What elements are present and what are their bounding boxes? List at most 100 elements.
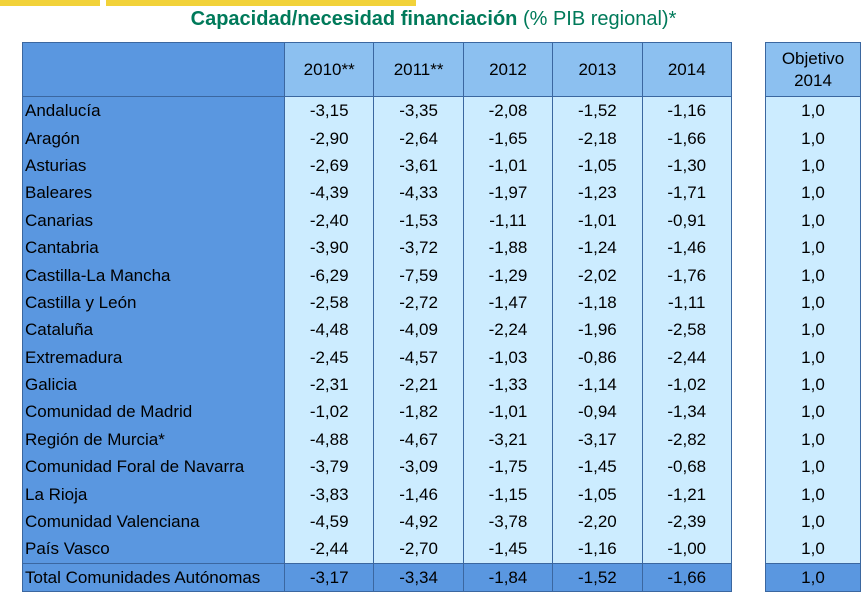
- value-cell: -2,90: [283, 124, 375, 152]
- header-2010: 2010**: [283, 42, 375, 97]
- value-cell: -1,76: [641, 261, 732, 289]
- value-cell: -3,21: [462, 425, 554, 454]
- value-cell: -1,02: [283, 398, 375, 426]
- header-2012: 2012: [462, 42, 554, 97]
- target-cell: 1,0: [765, 151, 861, 180]
- value-cell: -2,64: [373, 124, 464, 152]
- table-row: Comunidad Valenciana -4,59 -4,92 -3,78 -2,20…: [22, 507, 732, 536]
- accent-bar-left: [0, 0, 100, 6]
- value-cell: -1,16: [641, 96, 732, 125]
- value-cell: -4,92: [373, 507, 464, 536]
- value-cell: -1,75: [462, 453, 554, 481]
- value-cell: -1,18: [552, 288, 643, 317]
- value-cell: -0,94: [552, 398, 643, 426]
- total-row: Total Comunidades Autónomas -3,17 -3,34 -1,…: [22, 562, 732, 593]
- target-cell: 1,0: [765, 453, 861, 481]
- value-cell: -1,52: [552, 96, 643, 125]
- value-cell: -3,83: [283, 480, 375, 508]
- value-cell: -2,70: [373, 535, 464, 564]
- table-row: Castilla y León -2,58 -2,72 -1,47 -1,18 -1,11: [22, 288, 732, 317]
- value-cell: -4,33: [373, 179, 464, 207]
- target-cell: 1,0: [765, 233, 861, 262]
- value-cell: -3,78: [462, 507, 554, 536]
- region-name: Canarias: [22, 206, 285, 234]
- target-cell: 1,0: [765, 370, 861, 399]
- value-cell: -3,09: [373, 453, 464, 481]
- target-header-line2: 2014: [794, 70, 832, 90]
- target-table: Objetivo 2014 1,0 1,0 1,0 1,0 1,0 1,0 1,0 1,0 1,0…: [765, 42, 861, 593]
- region-name: La Rioja: [22, 480, 285, 508]
- target-cell: 1,0: [765, 288, 861, 317]
- target-row: 1,0: [765, 535, 861, 564]
- value-cell: -2,21: [373, 370, 464, 399]
- target-row: 1,0: [765, 343, 861, 371]
- value-cell: -1,33: [462, 370, 554, 399]
- header-2014: 2014: [641, 42, 732, 97]
- value-cell: -2,72: [373, 288, 464, 317]
- target-cell: 1,0: [765, 425, 861, 454]
- value-cell: -1,66: [641, 124, 732, 152]
- value-cell: -3,90: [283, 233, 375, 262]
- value-cell: -2,58: [283, 288, 375, 317]
- region-name: Cantabria: [22, 233, 285, 262]
- table-row: Asturias -2,69 -3,61 -1,01 -1,05 -1,30: [22, 151, 732, 180]
- target-row: 1,0: [765, 316, 861, 344]
- value-cell: -1,24: [552, 233, 643, 262]
- value-cell: -3,34: [373, 562, 464, 593]
- value-cell: -4,59: [283, 507, 375, 536]
- target-cell: 1,0: [765, 398, 861, 426]
- header-region: [22, 42, 285, 97]
- title-subtitle: (% PIB regional)*: [517, 8, 677, 30]
- target-row: 1,0: [765, 206, 861, 234]
- target-row: 1,0: [765, 151, 861, 180]
- value-cell: -2,45: [283, 343, 375, 371]
- value-cell: -2,31: [283, 370, 375, 399]
- table-row: País Vasco -2,44 -2,70 -1,45 -1,16 -1,00: [22, 535, 732, 564]
- region-name: Región de Murcia*: [22, 425, 285, 454]
- target-row: 1,0: [765, 480, 861, 508]
- table-row: Andalucía -3,15 -3,35 -2,08 -1,52 -1,16: [22, 96, 732, 125]
- value-cell: -1,96: [552, 316, 643, 344]
- region-name: Galicia: [22, 370, 285, 399]
- value-cell: -3,61: [373, 151, 464, 180]
- target-total-row: 1,0: [765, 562, 861, 593]
- value-cell: -1,05: [552, 480, 643, 508]
- value-cell: -1,66: [641, 562, 732, 593]
- title-main: Capacidad/necesidad financiación: [190, 8, 518, 30]
- header-2011: 2011**: [373, 42, 464, 97]
- value-cell: -1,29: [462, 261, 554, 289]
- value-cell: -1,45: [462, 535, 554, 564]
- target-cell: 1,0: [765, 261, 861, 289]
- value-cell: -1,47: [462, 288, 554, 317]
- value-cell: -0,91: [641, 206, 732, 234]
- value-cell: -1,21: [641, 480, 732, 508]
- target-row: 1,0: [765, 425, 861, 454]
- value-cell: -2,18: [552, 124, 643, 152]
- value-cell: -6,29: [283, 261, 375, 289]
- value-cell: -0,68: [641, 453, 732, 481]
- page-title: Capacidad/necesidad financiación (% PIB …: [0, 6, 867, 32]
- value-cell: -1,03: [462, 343, 554, 371]
- value-cell: -1,14: [552, 370, 643, 399]
- value-cell: -1,01: [462, 151, 554, 180]
- target-row: 1,0: [765, 288, 861, 317]
- value-cell: -2,82: [641, 425, 732, 454]
- region-name: Castilla y León: [22, 288, 285, 317]
- value-cell: -1,15: [462, 480, 554, 508]
- table-row: Comunidad de Madrid -1,02 -1,82 -1,01 -0,94-…: [22, 398, 732, 426]
- value-cell: -2,39: [641, 507, 732, 536]
- value-cell: -2,24: [462, 316, 554, 344]
- value-cell: -1,34: [641, 398, 732, 426]
- region-name: Aragón: [22, 124, 285, 152]
- value-cell: -4,57: [373, 343, 464, 371]
- target-cell: 1,0: [765, 206, 861, 234]
- value-cell: -1,01: [552, 206, 643, 234]
- region-name: Comunidad de Madrid: [22, 398, 285, 426]
- region-name: Total Comunidades Autónomas: [22, 562, 285, 593]
- target-cell: 1,0: [765, 562, 861, 593]
- value-cell: -1,88: [462, 233, 554, 262]
- target-row: 1,0: [765, 233, 861, 262]
- value-cell: -2,44: [283, 535, 375, 564]
- table-row: Castilla-La Mancha -6,29 -7,59 -1,29 -2,02 -1…: [22, 261, 732, 289]
- table-header-row: 2010** 2011** 2012 2013 2014: [22, 42, 732, 97]
